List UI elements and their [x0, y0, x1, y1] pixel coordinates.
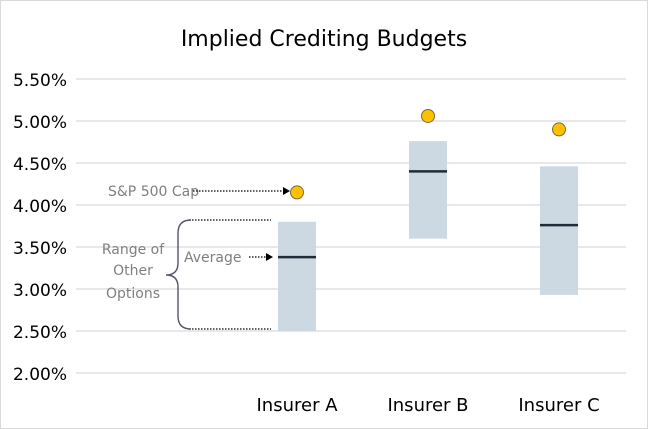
range-label-line1: Range of [102, 242, 165, 258]
annotations: S&P 500 Cap Range of Other Options Avera… [102, 184, 290, 330]
range-brace [165, 219, 192, 330]
y-tick-label: 3.00% [13, 281, 67, 301]
y-tick-label: 2.00% [13, 365, 67, 385]
range-bar [278, 221, 316, 331]
cap-marker [290, 185, 304, 200]
y-tick-label: 4.00% [13, 197, 67, 217]
y-tick-label: 2.50% [13, 323, 67, 343]
y-tick-label: 4.50% [13, 155, 67, 175]
range-bar [409, 141, 447, 239]
cap-marker [421, 108, 435, 123]
cap-marker [552, 122, 566, 137]
chart-title: Implied Crediting Budgets [181, 27, 467, 52]
y-tick-label: 5.50% [13, 71, 67, 91]
range-bar [540, 166, 578, 295]
average-annotation: Average [184, 250, 242, 266]
average-arrowhead [266, 253, 273, 261]
x-tick-label: Insurer C [518, 395, 599, 416]
range-label-line3: Options [106, 286, 160, 302]
x-tick-label: Insurer B [387, 395, 468, 416]
cap-arrowhead [283, 187, 290, 195]
x-tick-label: Insurer A [256, 395, 338, 416]
cap-annotation: S&P 500 Cap [108, 184, 199, 200]
range-label-line2: Other [113, 263, 153, 279]
y-tick-label: 5.00% [13, 113, 67, 133]
y-tick-label: 3.50% [13, 239, 67, 259]
